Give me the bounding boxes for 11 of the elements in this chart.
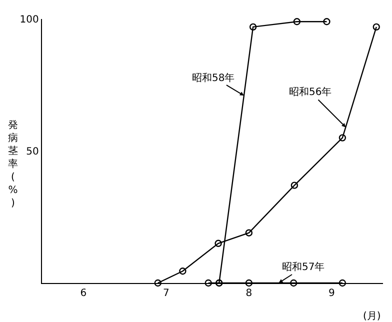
annotation: 昭和56年 (289, 86, 332, 98)
y-tick-label: 50 (26, 146, 39, 158)
x-axis-title: (月) (363, 311, 381, 322)
annotation: 昭和58年 (192, 72, 235, 84)
x-tick-label: 9 (328, 288, 335, 300)
y-tick-label: 100 (20, 14, 39, 26)
x-tick-label: 6 (80, 288, 87, 300)
y-axis-title: 発病茎率(%) (8, 120, 18, 209)
x-tick-label: 7 (162, 288, 170, 300)
x-tick-label: 8 (246, 288, 252, 300)
annotation: 昭和57年 (282, 261, 325, 273)
